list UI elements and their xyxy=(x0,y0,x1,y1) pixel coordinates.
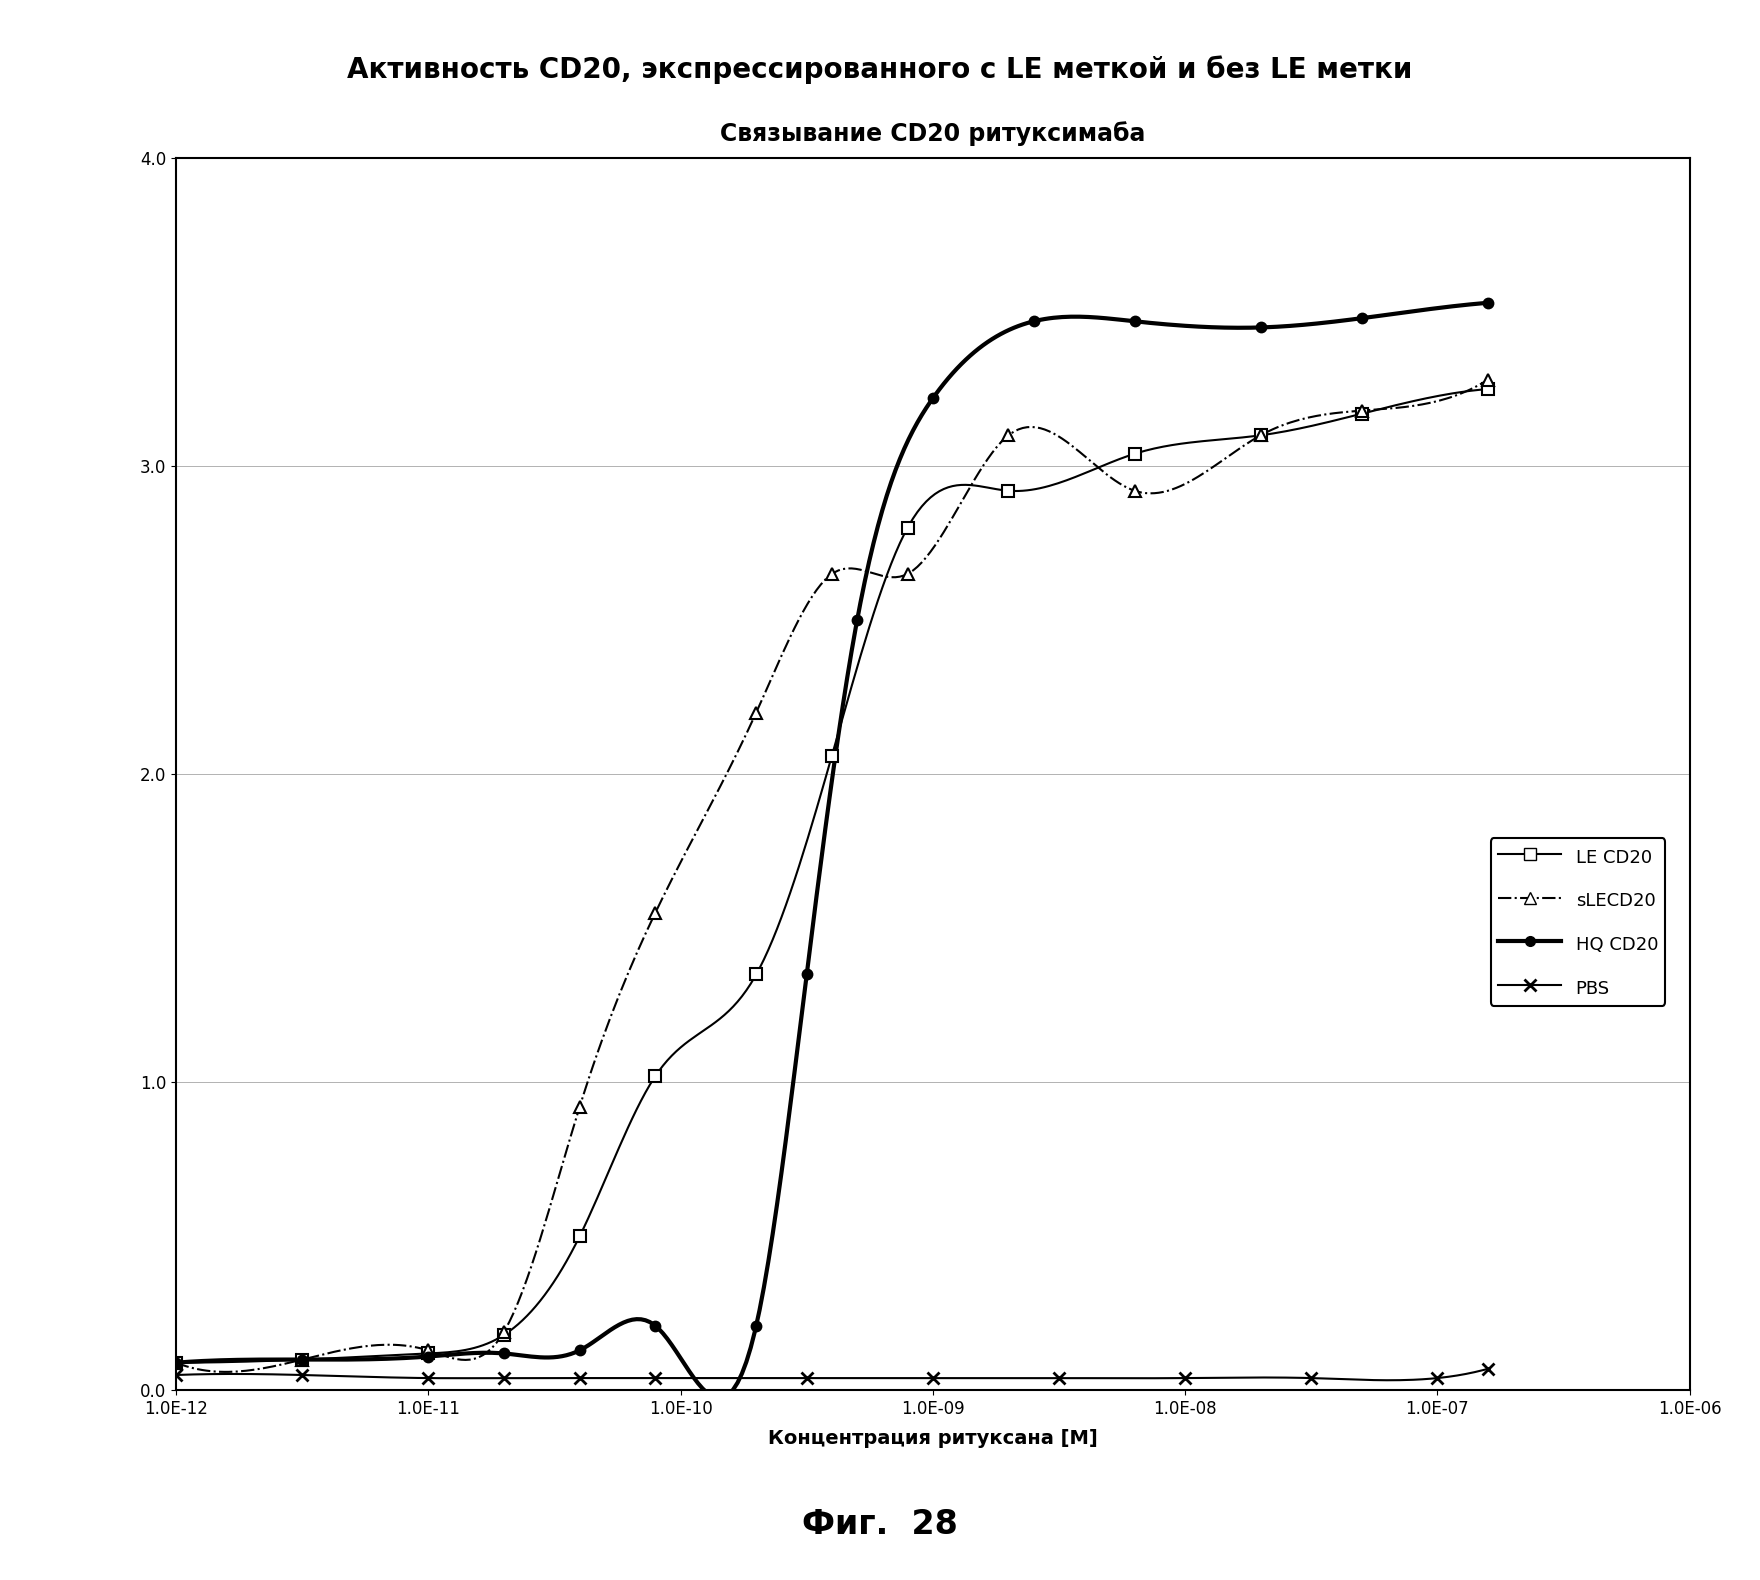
HQ CD20 xyxy=(847,610,868,629)
sLECD20 xyxy=(1477,370,1498,389)
sLECD20 xyxy=(998,425,1019,446)
HQ CD20 xyxy=(1023,311,1044,330)
LE CD20 xyxy=(898,518,919,537)
sLECD20 xyxy=(1125,482,1146,501)
PBS xyxy=(1301,1368,1322,1387)
sLECD20 xyxy=(292,1349,313,1368)
Line: PBS: PBS xyxy=(169,1362,1494,1384)
PBS xyxy=(644,1368,665,1387)
HQ CD20 xyxy=(922,389,943,408)
LE CD20 xyxy=(998,482,1019,501)
PBS xyxy=(165,1365,187,1384)
PBS xyxy=(1427,1368,1448,1387)
Line: LE CD20: LE CD20 xyxy=(171,384,1492,1368)
LE CD20 xyxy=(746,965,767,984)
sLECD20 xyxy=(568,1098,590,1117)
Line: sLECD20: sLECD20 xyxy=(171,374,1492,1368)
HQ CD20 xyxy=(746,1316,767,1335)
LE CD20 xyxy=(644,1066,665,1085)
LE CD20 xyxy=(1477,379,1498,398)
sLECD20 xyxy=(1352,401,1373,420)
LE CD20 xyxy=(822,746,843,765)
HQ CD20 xyxy=(1477,294,1498,313)
HQ CD20 xyxy=(165,1352,187,1371)
Legend: LE CD20, sLECD20, HQ CD20, PBS: LE CD20, sLECD20, HQ CD20, PBS xyxy=(1491,839,1665,1006)
PBS xyxy=(922,1368,943,1387)
sLECD20 xyxy=(898,564,919,583)
HQ CD20 xyxy=(568,1341,590,1360)
PBS xyxy=(568,1368,590,1387)
LE CD20 xyxy=(568,1226,590,1245)
HQ CD20 xyxy=(1352,308,1373,327)
HQ CD20 xyxy=(796,965,817,984)
sLECD20 xyxy=(1250,425,1271,446)
PBS xyxy=(1049,1368,1070,1387)
Title: Связывание CD20 ритуксимаба: Связывание CD20 ритуксимаба xyxy=(720,122,1146,147)
PBS xyxy=(292,1365,313,1384)
PBS xyxy=(493,1368,514,1387)
LE CD20 xyxy=(165,1352,187,1371)
sLECD20 xyxy=(165,1352,187,1371)
PBS xyxy=(417,1368,438,1387)
LE CD20 xyxy=(1352,404,1373,423)
HQ CD20 xyxy=(292,1349,313,1368)
LE CD20 xyxy=(1250,425,1271,446)
LE CD20 xyxy=(1125,444,1146,463)
HQ CD20 xyxy=(1250,318,1271,337)
PBS xyxy=(1174,1368,1195,1387)
Text: Активность CD20, экспрессированного с LE меткой и без LE метки: Активность CD20, экспрессированного с LE… xyxy=(347,55,1413,84)
LE CD20 xyxy=(493,1326,514,1345)
HQ CD20 xyxy=(493,1345,514,1364)
HQ CD20 xyxy=(417,1348,438,1367)
sLECD20 xyxy=(822,564,843,583)
Text: Фиг.  28: Фиг. 28 xyxy=(803,1507,957,1540)
X-axis label: Концентрация ритуксана [М]: Концентрация ритуксана [М] xyxy=(767,1430,1098,1449)
Line: HQ CD20: HQ CD20 xyxy=(171,299,1492,1368)
PBS xyxy=(1477,1359,1498,1378)
HQ CD20 xyxy=(1125,311,1146,330)
sLECD20 xyxy=(493,1322,514,1341)
LE CD20 xyxy=(292,1349,313,1368)
HQ CD20 xyxy=(644,1316,665,1335)
PBS xyxy=(796,1368,817,1387)
sLECD20 xyxy=(746,703,767,722)
sLECD20 xyxy=(644,904,665,923)
sLECD20 xyxy=(417,1341,438,1360)
LE CD20 xyxy=(417,1345,438,1364)
